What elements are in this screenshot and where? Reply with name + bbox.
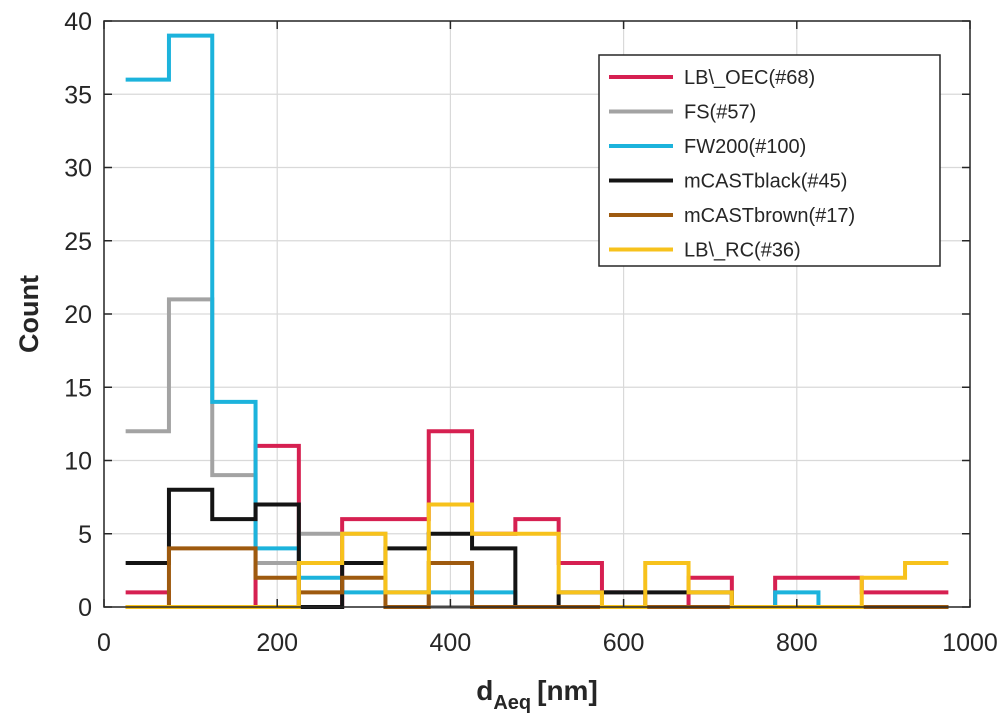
y-tick-label: 25	[64, 228, 92, 256]
legend-entry: FW200(#100)	[684, 136, 806, 158]
x-axis-label-main: d	[476, 675, 493, 706]
legend-entry: FS(#57)	[684, 102, 756, 124]
series-line-2	[125, 33, 949, 609]
y-axis-label: Count	[14, 275, 44, 353]
x-axis-label-subscript: Aeq	[493, 692, 531, 714]
x-tick-label: 1000	[942, 629, 998, 657]
legend: LB\_OEC(#68) FS(#57) FW200(#100) mCASTblack…	[598, 54, 941, 267]
y-tick-label: 40	[64, 8, 92, 36]
x-tick-label: 400	[430, 629, 472, 657]
y-tick-label: 15	[64, 374, 92, 402]
x-tick-label: 0	[97, 629, 111, 657]
y-tick-label: 0	[78, 594, 92, 622]
y-tick-label: 5	[78, 521, 92, 549]
x-tick-label: 800	[776, 629, 818, 657]
legend-entry: LB\_RC(#36)	[684, 240, 801, 262]
x-tick-label: 200	[256, 629, 298, 657]
y-tick-label: 30	[64, 155, 92, 183]
axis-ticks	[103, 20, 971, 608]
x-tick-label: 600	[603, 629, 645, 657]
tick-labels: 0 200 400 600 800 1000 0 5 10 15 20 25 30 35 40	[64, 8, 998, 657]
x-axis-label-unit: [nm]	[537, 675, 598, 706]
y-tick-label: 35	[64, 81, 92, 109]
x-axis-label: dAeq [nm]	[476, 675, 598, 714]
legend-entry: mCASTbrown(#17)	[684, 205, 855, 227]
legend-entry: mCASTblack(#45)	[684, 171, 847, 193]
y-tick-label: 10	[64, 448, 92, 476]
y-tick-label: 20	[64, 301, 92, 329]
legend-entry: LB\_OEC(#68)	[684, 67, 815, 89]
legend-box	[598, 54, 941, 267]
